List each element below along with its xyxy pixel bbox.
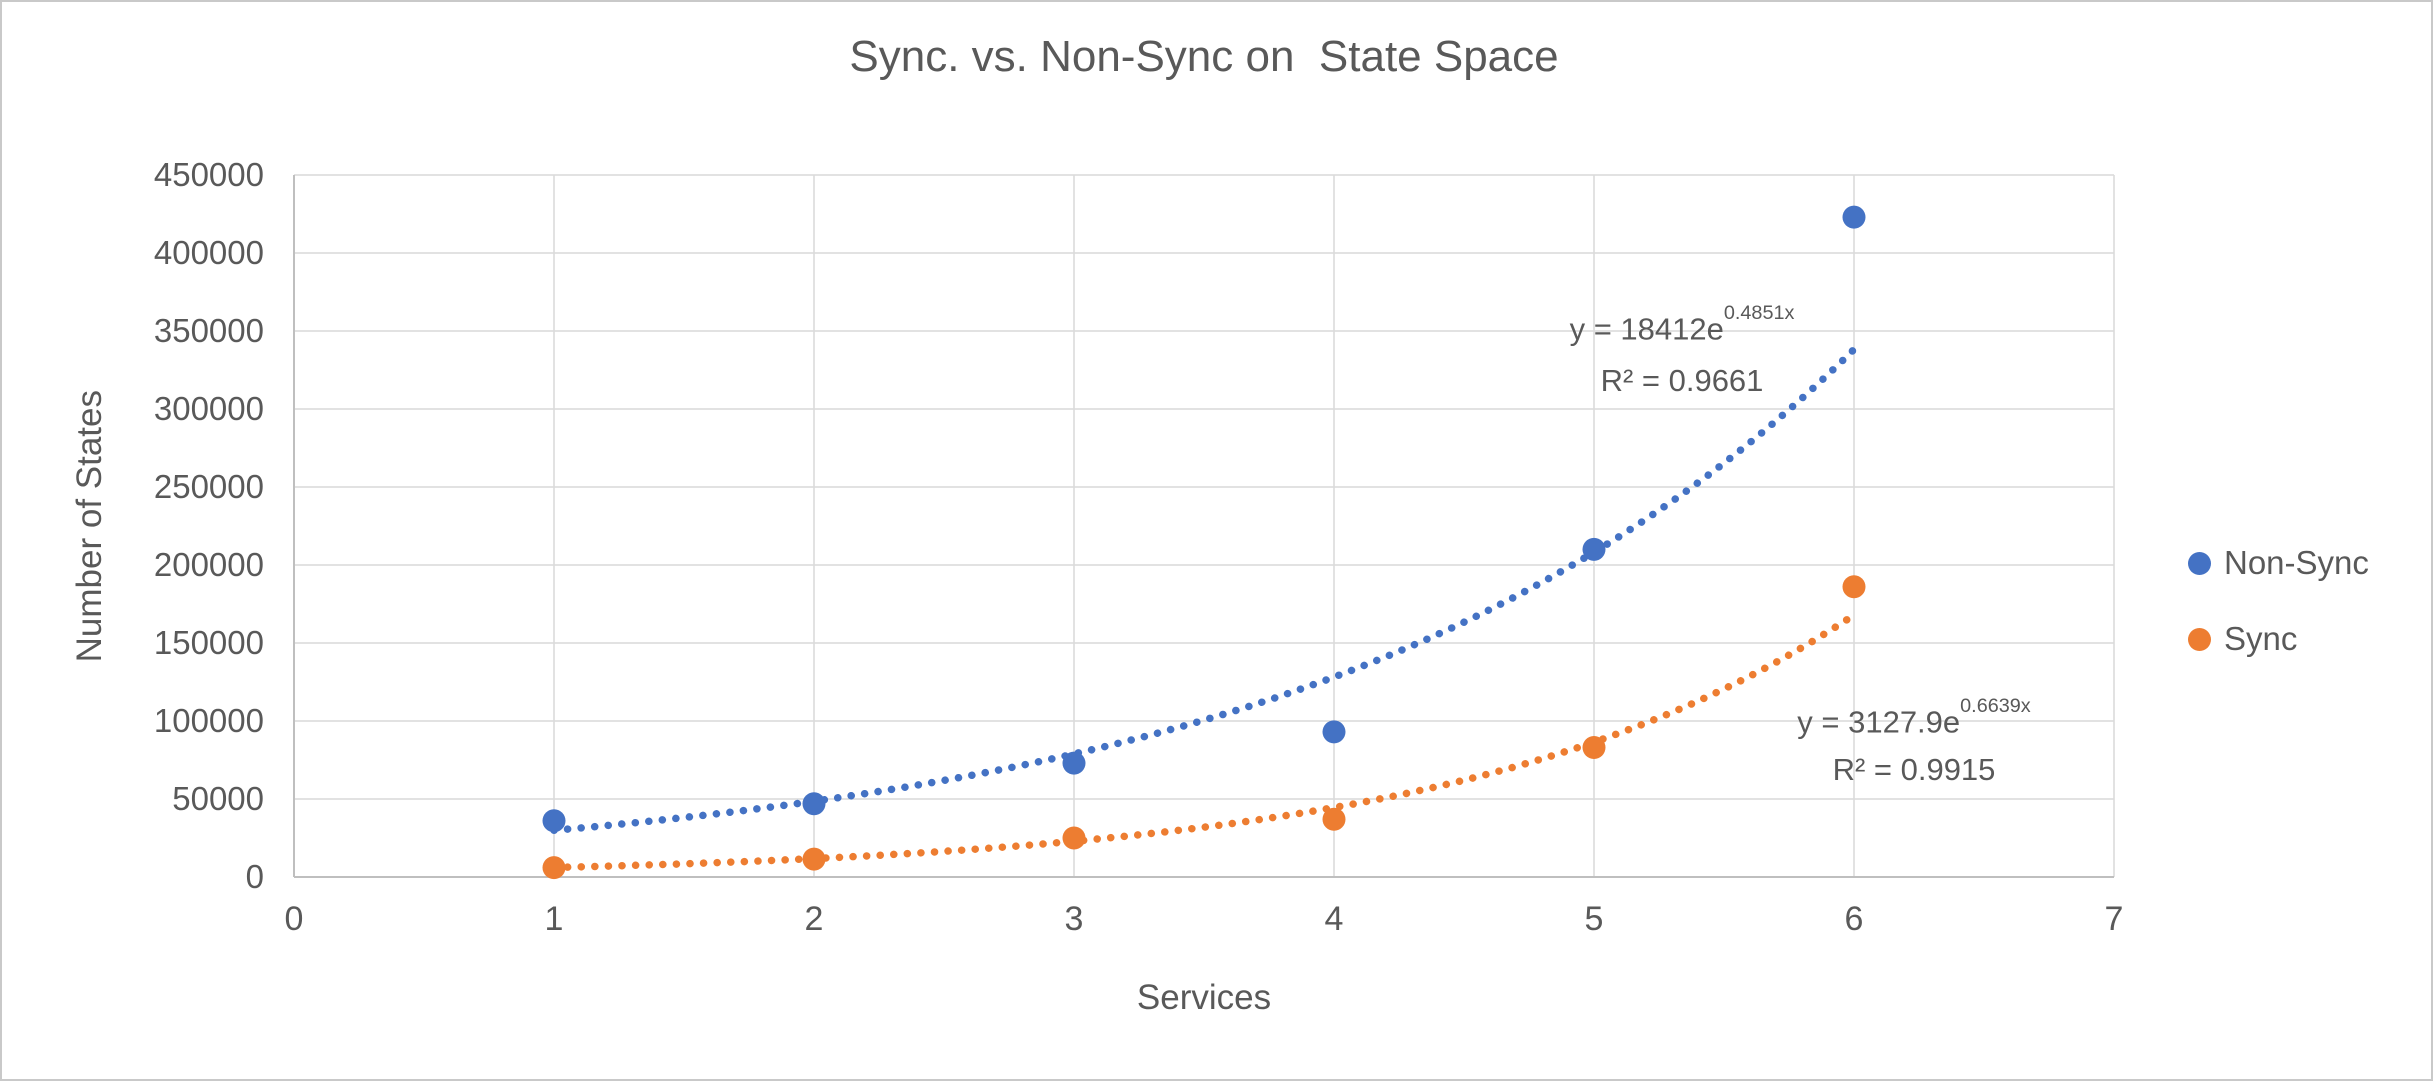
y-axis-title: Number of States [70,389,109,663]
data-point-non-sync-3 [1062,751,1086,775]
x-tick-label: 5 [1584,900,1604,938]
y-tick-label: 50000 [172,780,264,817]
y-tick-label: 200000 [153,546,264,583]
trendline-non-sync [550,345,1858,835]
x-tick-label: 6 [1844,900,1864,938]
chart-legend: Non-Sync Sync [2188,543,2428,659]
y-tick-label: 0 [245,858,264,895]
data-point-sync-5 [1582,736,1606,759]
chart-title: Sync. vs. Non-Sync on State Space [849,32,1559,81]
data-point-sync-4 [1322,807,1346,831]
data-point-sync-1 [542,856,566,880]
equation-text: y = 18412e0.4851x [1569,302,1795,347]
y-tick-label: 450000 [153,156,264,193]
data-point-non-sync-4 [1322,720,1346,744]
trendline-sync [550,611,1858,872]
y-tick-label: 400000 [153,234,264,271]
data-point-sync-6 [1842,575,1866,599]
trendline-equation-non-sync: y = 18412e0.4851x R² = 0.9661 [1432,296,1932,407]
data-point-non-sync-6 [1842,205,1866,229]
y-tick-label: 300000 [153,390,264,427]
x-tick-label: 7 [2104,900,2124,938]
trendline-equation-sync: y = 3127.9e0.6639x R² = 0.9915 [1664,691,2164,794]
data-point-non-sync-2 [802,792,826,816]
y-tick-label: 250000 [153,468,264,505]
legend-marker-non-sync-icon [2188,551,2211,575]
legend-marker-sync-icon [2188,627,2211,651]
y-tick-label: 150000 [153,624,264,661]
x-tick-label: 3 [1064,900,1084,938]
r-squared-text: R² = 0.9661 [1600,363,1764,399]
x-tick-label: 2 [804,900,824,938]
data-point-non-sync-1 [542,809,566,833]
legend-item-sync: Sync [2188,619,2428,659]
data-point-non-sync-5 [1582,537,1606,561]
x-tick-label: 1 [544,900,564,938]
equation-exponent: 0.6639x [1960,695,2031,718]
x-tick-label: 4 [1324,900,1344,938]
data-point-sync-2 [802,847,826,871]
equation-text: y = 3127.9e0.6639x [1797,695,2031,740]
x-axis-title: Services [1136,978,1272,1017]
legend-label-non-sync: Non-Sync [2224,544,2369,581]
legend-item-non-sync: Non-Sync [2188,543,2428,583]
y-tick-label: 350000 [153,312,264,349]
legend-label-sync: Sync [2224,620,2298,657]
r-squared-text: R² = 0.9915 [1832,752,1996,788]
x-tick-label: 0 [284,900,304,938]
data-point-sync-3 [1062,826,1086,850]
equation-exponent: 0.4851x [1723,302,1795,325]
y-tick-label: 100000 [153,702,264,739]
